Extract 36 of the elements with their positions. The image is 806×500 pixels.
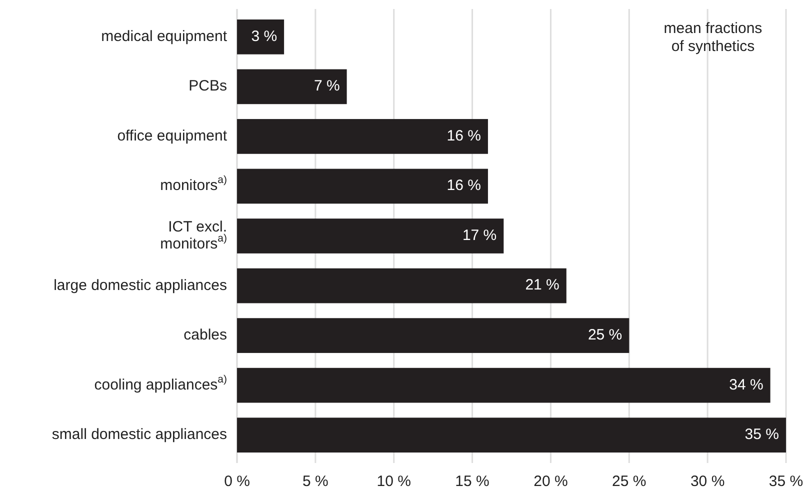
- data-label: 25 %: [588, 326, 622, 344]
- x-tick-label: 30 %: [690, 473, 725, 490]
- data-label: 16 %: [446, 177, 481, 194]
- annotation: mean fractions of synthetics: [664, 20, 762, 55]
- y-tick-label: office equipment: [117, 127, 228, 144]
- data-label: 21 %: [525, 276, 560, 294]
- bar: [237, 168, 488, 204]
- x-tick-label: 5 %: [302, 473, 328, 490]
- bar: [237, 268, 566, 304]
- bar: [237, 368, 770, 403]
- bar: [237, 418, 786, 453]
- x-tick-label: 35 %: [768, 473, 804, 490]
- x-tick-label: 10 %: [376, 473, 411, 490]
- data-label: 17 %: [462, 226, 497, 244]
- y-tick-label: medical equipment: [101, 28, 228, 45]
- y-tick-label: small domestic appliances: [52, 426, 227, 444]
- y-tick-label: ICT excl. monitors$^{a)}$: [160, 218, 227, 252]
- bar: [237, 69, 347, 104]
- data-label: 7 %: [314, 78, 340, 95]
- data-label: 34 %: [729, 376, 764, 394]
- bar: [237, 19, 284, 54]
- x-tick-label: 15 %: [455, 473, 490, 490]
- y-tick-label: cooling appliances$^{a)}$: [94, 373, 227, 394]
- y-tick-label: large domestic appliances: [54, 276, 227, 294]
- data-label: 16 %: [446, 127, 481, 144]
- x-tick-label: 0 %: [224, 473, 250, 490]
- y-tick-label: cables: [184, 326, 227, 344]
- x-tick-label: 25 %: [612, 473, 646, 490]
- x-tick-label: 20 %: [534, 473, 568, 490]
- data-label: 3 %: [251, 28, 278, 45]
- bar: [237, 119, 488, 154]
- bar: [237, 318, 630, 353]
- bar: [237, 218, 504, 254]
- data-label: 35 %: [744, 426, 779, 444]
- y-tick-label: PCBs: [188, 78, 227, 95]
- y-tick-label: monitors$^{a)}$: [160, 174, 227, 194]
